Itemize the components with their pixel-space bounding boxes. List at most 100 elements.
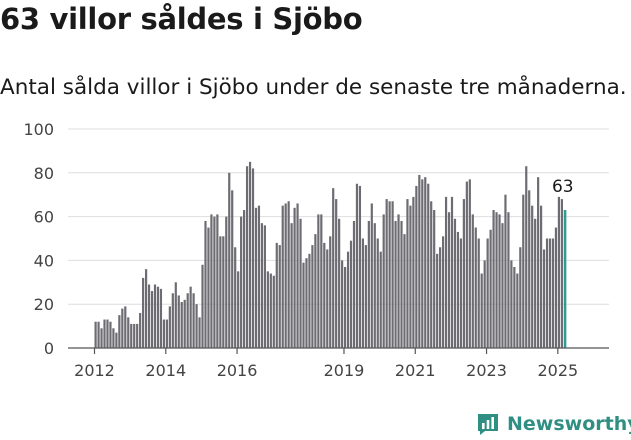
bar	[168, 306, 171, 348]
bar	[266, 271, 269, 348]
bar	[382, 214, 385, 348]
bar	[201, 264, 204, 348]
bar	[272, 275, 275, 348]
bar	[284, 203, 287, 348]
x-tick-label: 2012	[74, 361, 115, 380]
bar	[421, 179, 424, 348]
bar	[103, 319, 106, 348]
bar	[109, 321, 112, 348]
bar	[290, 223, 293, 348]
bar	[483, 260, 486, 348]
bar	[415, 185, 418, 348]
bar	[459, 238, 463, 348]
bar	[150, 291, 154, 348]
bar	[462, 199, 465, 348]
bar	[537, 177, 540, 348]
bar	[391, 201, 394, 348]
bar	[367, 220, 370, 348]
y-tick-label: 0	[44, 339, 54, 358]
bar	[542, 249, 546, 348]
bar	[177, 295, 180, 348]
bar	[115, 332, 118, 348]
bar	[118, 315, 121, 348]
bar	[153, 284, 157, 348]
bar	[94, 321, 97, 348]
bar	[144, 269, 148, 348]
bar	[528, 190, 531, 348]
bar	[433, 210, 436, 348]
bar	[234, 247, 237, 348]
bar	[257, 205, 261, 348]
bar	[477, 238, 480, 348]
newsworthy-logo[interactable]: Newsworthy	[476, 408, 631, 440]
bar	[525, 166, 528, 348]
page-subtitle: Antal sålda villor i Sjöbo under de sena…	[0, 75, 627, 100]
bar	[228, 172, 231, 348]
bar	[465, 181, 468, 348]
bar	[213, 216, 216, 348]
bar	[551, 238, 555, 348]
bar	[260, 223, 264, 348]
bar	[180, 302, 183, 348]
bar	[311, 245, 314, 348]
bar	[394, 220, 397, 348]
x-tick-label: 2016	[217, 361, 258, 380]
bar	[409, 205, 412, 348]
bar	[335, 199, 338, 348]
bar	[287, 201, 290, 348]
bar	[361, 238, 364, 348]
bar	[450, 196, 454, 348]
bar	[397, 214, 400, 348]
bar	[156, 286, 160, 348]
bar	[251, 168, 255, 348]
bar	[299, 218, 302, 348]
bar	[198, 317, 201, 348]
bar	[343, 266, 347, 348]
bar	[471, 214, 474, 348]
bar	[329, 236, 332, 348]
bar	[171, 293, 174, 348]
bar	[545, 238, 549, 348]
bar	[127, 317, 130, 348]
bar	[554, 227, 558, 348]
last-value-label: 63	[552, 177, 574, 197]
bar	[531, 205, 534, 348]
bar	[498, 214, 501, 348]
bar	[195, 304, 198, 348]
bar	[278, 245, 281, 348]
bar	[240, 216, 243, 348]
bar	[338, 218, 341, 348]
bar	[222, 236, 225, 348]
bar	[162, 319, 166, 348]
bar	[424, 177, 427, 348]
bar	[237, 271, 240, 348]
bar	[352, 220, 356, 348]
bar	[480, 273, 483, 348]
bar	[501, 223, 504, 348]
bar	[489, 229, 492, 348]
bar	[210, 214, 213, 348]
bar	[174, 282, 177, 348]
bar	[121, 308, 124, 348]
bar	[513, 266, 516, 348]
x-tick-label: 2021	[395, 361, 436, 380]
bar	[216, 214, 219, 348]
bar	[308, 253, 311, 348]
x-axis-labels: 2012 2014 2016 2019 2021 2023 2025	[74, 348, 578, 380]
bar	[269, 273, 272, 348]
y-tick-label: 60	[34, 208, 54, 227]
bar	[406, 199, 409, 348]
bar	[412, 196, 415, 348]
bar	[447, 212, 451, 348]
x-tick-label: 2025	[537, 361, 578, 380]
bar	[427, 183, 430, 348]
bar	[293, 207, 296, 348]
bar	[430, 201, 433, 348]
bar	[492, 210, 495, 348]
bars	[94, 161, 567, 348]
y-tick-label: 100	[23, 120, 54, 139]
bar	[133, 323, 136, 348]
bar	[231, 190, 234, 348]
bar	[548, 238, 552, 348]
bar	[302, 262, 305, 348]
